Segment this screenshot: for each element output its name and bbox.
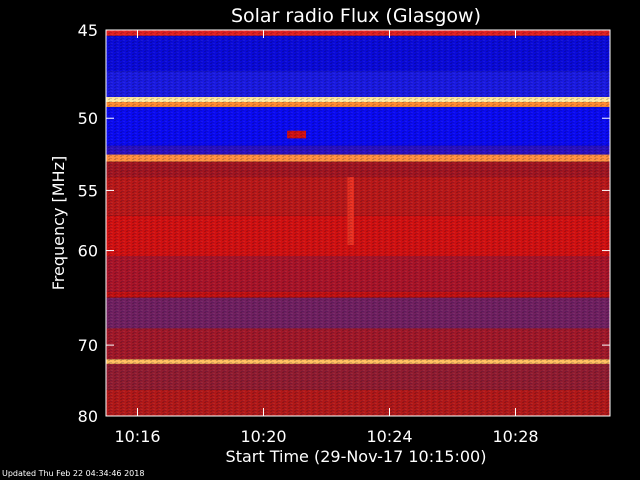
y-tick-label: 70 xyxy=(78,336,98,355)
y-tick-label: 60 xyxy=(78,242,98,261)
y-tick-label: 50 xyxy=(78,109,98,128)
y-tick-label: 45 xyxy=(78,21,98,40)
y-axis: 45 50 55 60 70 80 xyxy=(78,21,610,426)
y-tick-label: 55 xyxy=(78,181,98,200)
chart-title: Solar radio Flux (Glasgow) xyxy=(231,5,481,27)
y-tick-label: 80 xyxy=(78,407,98,426)
noise-overlay xyxy=(106,30,610,416)
x-tick-label: 10:28 xyxy=(492,427,538,446)
y-axis-label: Frequency [MHz] xyxy=(49,156,68,290)
x-axis-label: Start Time (29-Nov-17 10:15:00) xyxy=(226,447,487,466)
x-tick-label: 10:20 xyxy=(240,427,286,446)
x-axis: 10:16 10:20 10:24 10:28 xyxy=(114,30,539,446)
updated-timestamp: Updated Thu Feb 22 04:34:46 2018 xyxy=(2,469,145,478)
plot-frame xyxy=(105,29,611,417)
x-tick-label: 10:24 xyxy=(366,427,412,446)
x-tick-label: 10:16 xyxy=(114,427,160,446)
